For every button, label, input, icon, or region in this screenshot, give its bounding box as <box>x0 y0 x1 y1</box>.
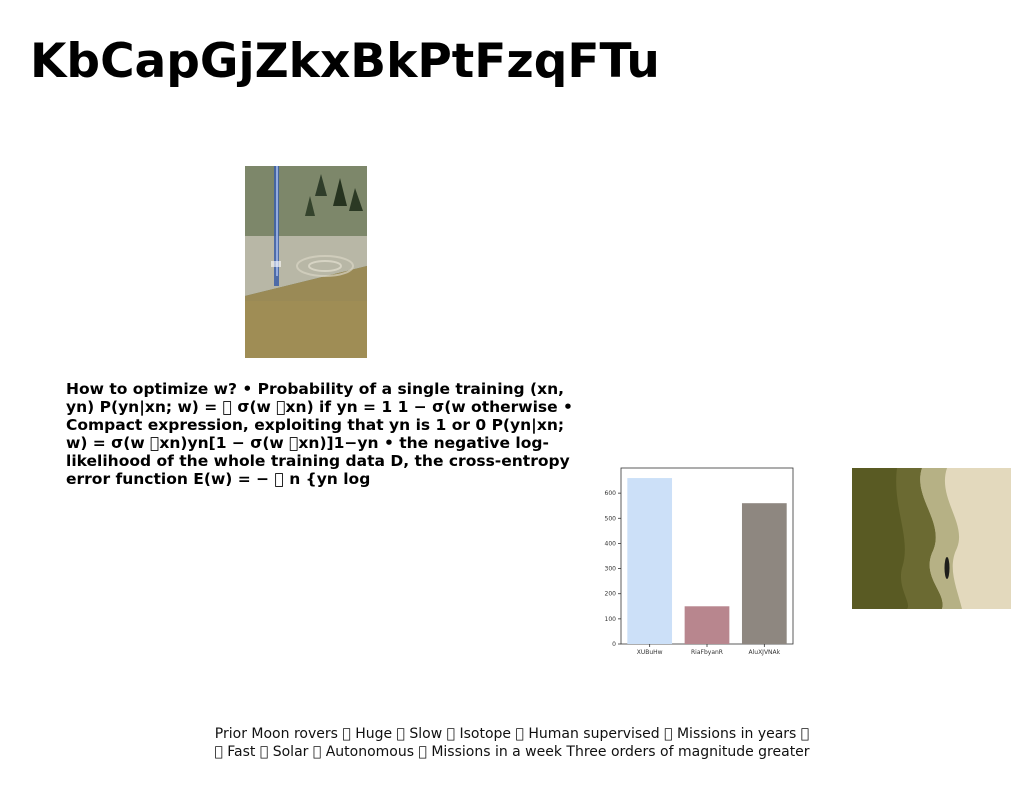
body-text: How to optimize w? • Probability of a si… <box>66 380 573 488</box>
bar-RiaFbyanR <box>684 606 730 644</box>
y-tick-label: 400 <box>605 540 617 547</box>
footer-text: Prior Moon rovers   Huge   Slow   Isotop… <box>0 725 1024 761</box>
footer-line-2:   Fast   Solar   Autonomous   Missions i… <box>214 744 810 760</box>
bar-AluXJVNAk <box>741 503 787 644</box>
y-tick-label: 200 <box>605 591 617 598</box>
x-tick-label: RiaFbyanR <box>691 649 723 656</box>
y-tick-label: 100 <box>605 616 617 623</box>
x-tick-label: XUBuHw <box>637 649 663 656</box>
y-tick-label: 500 <box>605 515 617 522</box>
fountain-photo <box>245 166 367 358</box>
y-tick-label: 0 <box>612 641 616 648</box>
y-tick-label: 300 <box>605 566 617 573</box>
aerial-boat-image <box>852 468 1011 609</box>
x-tick-label: AluXJVNAk <box>749 649 781 656</box>
bar-XUBuHw <box>627 478 673 644</box>
bar-chart: 0 100 200 300 400 500 600 XUBuHw RiaFbyanR AluXJV… <box>605 467 794 656</box>
y-tick-label: 600 <box>605 490 617 497</box>
aerial-photo <box>852 468 1011 609</box>
fountain-image <box>245 166 367 358</box>
footer-line-1: Prior Moon rovers   Huge   Slow   Isotop… <box>214 726 810 742</box>
slide-title: KbCapGjZkxBkPtFzqFTu <box>30 34 660 89</box>
